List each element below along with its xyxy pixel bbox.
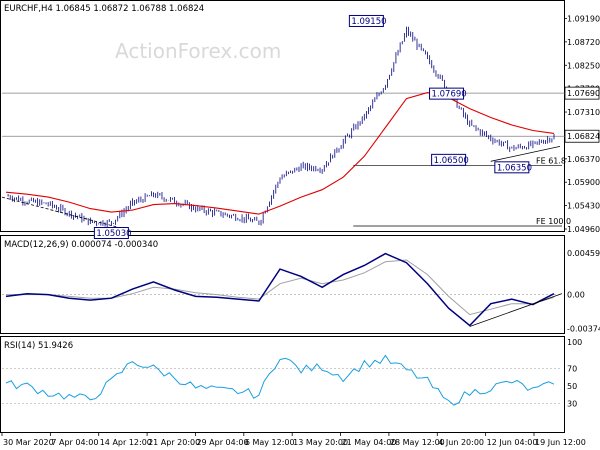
price-axis-box-label-1: 1.06824 — [567, 132, 600, 141]
macd-main-line — [5, 252, 555, 327]
price-candles — [7, 26, 555, 229]
x-tick-label-1: 7 Apr 04:00 — [51, 438, 98, 447]
rsi-lines — [2, 354, 562, 406]
x-tick-label-3: 21 Apr 20:00 — [148, 438, 200, 447]
ema-line — [5, 92, 555, 215]
price-tick-label-4: 1.07310 — [567, 108, 600, 117]
macd-y-axis: 0.004594 0.00 -0.003745 — [567, 249, 600, 334]
price-grid: FE 61.8 FE 100.0 — [2, 92, 571, 227]
macd-signal-line — [6, 259, 555, 316]
macd-tick-label-0: 0.004594 — [567, 249, 600, 258]
rsi-tick-label-2: 50 — [567, 382, 577, 391]
rising-support-trendline — [490, 145, 561, 162]
rsi-panel-frame — [0, 336, 565, 433]
price-tick-label-0: 1.09190 — [567, 14, 600, 23]
annotation-box-3 — [494, 161, 530, 174]
dashed-support-trendline — [1, 196, 118, 228]
x-tick-label-9: 4 Jun 20:00 — [438, 438, 484, 447]
annotation-label-0: 1.09150 — [351, 17, 386, 27]
annotation-label-2: 1.06500 — [434, 156, 469, 166]
price-tick-label-9: 1.04960 — [567, 225, 600, 234]
price-tick-label-8: 1.05430 — [567, 202, 600, 211]
annotation-label-1: 1.07690 — [432, 90, 467, 100]
x-tick-label-0: 30 Mar 2020 — [3, 438, 54, 447]
rsi-tick-label-3: 30 — [567, 400, 577, 409]
x-tick-label-6: 13 May 20:00 — [293, 438, 348, 447]
annotation-box-0 — [348, 14, 384, 27]
x-tick-label-5: 6 May 12:00 — [245, 438, 295, 447]
macd-tick-label-1: 0.00 — [567, 291, 585, 300]
x-tick-label-7: 21 May 04:00 — [342, 438, 397, 447]
price-panel-title: EURCHF,H4 1.06845 1.06872 1.06788 1.0682… — [4, 4, 204, 14]
x-tick-label-8: 28 May 12:00 — [390, 438, 445, 447]
rsi-line — [5, 354, 555, 406]
price-ema — [1, 92, 561, 228]
macd-trendline — [469, 293, 563, 327]
macd-panel-title: MACD(12,26,9) 0.000074 -0.000340 — [4, 240, 158, 250]
rsi-tick-label-0: 100 — [567, 338, 582, 347]
price-axis-box-0 — [564, 86, 600, 100]
annotation-box-1 — [429, 87, 465, 100]
price-tick-label-6: 1.06370 — [567, 155, 600, 164]
rsi-y-axis: 100 70 50 30 — [567, 338, 582, 409]
fib-label-1: FE 100.0 — [536, 217, 571, 226]
price-axis-box-1 — [564, 129, 600, 143]
rsi-tick-label-1: 70 — [567, 364, 577, 373]
price-tick-label-2: 1.08250 — [567, 61, 600, 70]
macd-lines — [2, 252, 563, 327]
x-tick-label-11: 19 Jun 12:00 — [535, 438, 586, 447]
annotation-label-3: 1.06350 — [497, 163, 532, 173]
rsi-panel-title: RSI(14) 51.9426 — [4, 341, 73, 351]
price-tick-label-7: 1.05900 — [567, 178, 600, 187]
price-axis-box-label-0: 1.07690 — [567, 89, 600, 98]
price-y-axis: 1.091901.087201.082501.077801.073101.068… — [564, 14, 600, 234]
x-tick-label-4: 29 Apr 04:00 — [196, 438, 248, 447]
annotation-label-4: 1.05030 — [96, 229, 131, 239]
watermark: ActionForex.com — [115, 39, 281, 63]
x-tick-label-2: 14 Apr 12:00 — [100, 438, 152, 447]
macd-tick-label-2: -0.003745 — [567, 325, 600, 334]
fib-label-0: FE 61.8 — [536, 156, 566, 165]
price-annotations: 1.09150 1.07690 1.06500 1.06350 1.05030 — [93, 14, 532, 240]
price-tick-label-1: 1.08720 — [567, 38, 600, 47]
annotation-box-2 — [431, 153, 467, 166]
macd-panel-frame — [0, 235, 565, 334]
price-panel-frame — [0, 0, 565, 232]
x-tick-label-10: 12 Jun 04:00 — [487, 438, 538, 447]
annotation-box-4 — [93, 227, 129, 240]
